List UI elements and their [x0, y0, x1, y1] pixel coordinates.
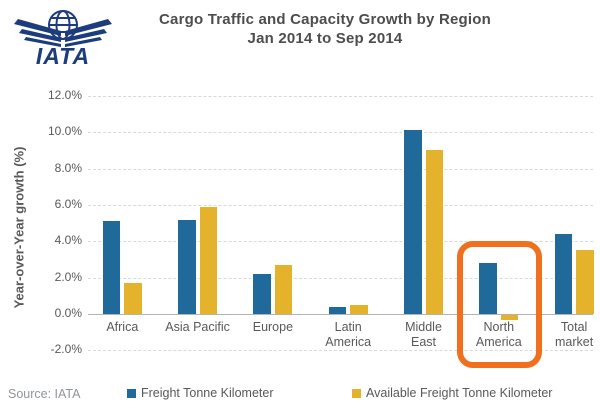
y-tick-label: 2.0% [54, 269, 82, 284]
x-tick-label: Africa [106, 320, 139, 334]
bar-ftk-latin-america [328, 306, 347, 314]
x-axis-line [88, 314, 593, 315]
chart-title-line2: Jan 2014 to Sep 2014 [247, 30, 403, 47]
x-tick-label: Total market [554, 320, 594, 349]
y-tick-label: 0.0% [54, 306, 82, 320]
legend-item-ftk: Freight Tonne Kilometer [127, 386, 273, 400]
bar-aftk-asia-pacific [199, 206, 218, 314]
bar-ftk-europe [253, 274, 271, 314]
chart-title: Cargo Traffic and Capacity Growth by Reg… [95, 10, 555, 48]
legend-item-aftk: Available Freight Tonne Kilometer [352, 386, 552, 400]
bar-aftk-middle-east [425, 150, 443, 314]
north-america-highlight [457, 241, 542, 368]
y-tick-label: 10.0% [47, 124, 82, 139]
bar-ftk-asia-pacific [178, 219, 196, 314]
gridline [88, 204, 593, 206]
gridline [88, 350, 593, 352]
bar-ftk-middle-east [404, 130, 422, 314]
gridline [88, 241, 593, 243]
source-label: Source: IATA [8, 387, 81, 401]
ftk-legend-label: Freight Tonne Kilometer [141, 386, 274, 400]
y-tick-label: 6.0% [54, 196, 82, 211]
bar-ftk-total-market [554, 234, 573, 314]
gridline [88, 277, 593, 279]
aftk-legend-label: Available Freight Tonne Kilometer [366, 386, 553, 400]
x-tick-label: Europe [252, 320, 294, 334]
bar-aftk-north-america [500, 315, 519, 321]
y-tick-label: -2.0% [50, 342, 82, 357]
x-tick-label: Middle East [405, 320, 442, 349]
gridline [88, 168, 593, 170]
chart-title-line1: Cargo Traffic and Capacity Growth by Reg… [159, 11, 491, 28]
iata-logo-text: IATA [36, 43, 90, 69]
y-tick-label: 8.0% [54, 160, 82, 175]
bar-ftk-north-america [479, 263, 497, 314]
aftk-legend-swatch [352, 388, 361, 398]
x-tick-label: Latin America [325, 320, 372, 349]
iata-logo: IATA [10, 5, 116, 69]
y-tick-label: 4.0% [54, 233, 82, 248]
bar-aftk-africa [124, 283, 142, 314]
gridline [88, 95, 593, 97]
iata-logo-graphic: IATA [14, 10, 112, 69]
ftk-legend-swatch [127, 388, 136, 398]
bar-ftk-africa [102, 221, 121, 314]
x-tick-label: North America [475, 320, 522, 349]
bar-aftk-latin-america [350, 304, 368, 314]
y-tick-label: 12.0% [47, 87, 82, 102]
x-tick-label: Asia Pacific [165, 320, 230, 334]
bar-aftk-total-market [576, 250, 594, 314]
gridline [88, 132, 593, 134]
wings-icon [14, 19, 112, 47]
bar-aftk-europe [274, 264, 293, 314]
